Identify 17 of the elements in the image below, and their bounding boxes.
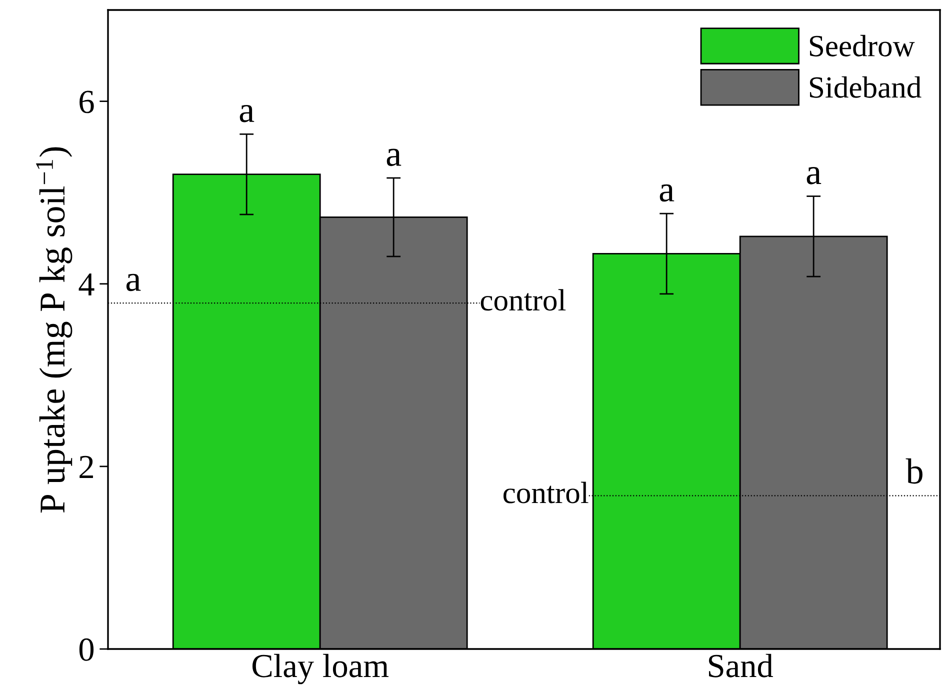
ref-line-label: control xyxy=(480,289,566,311)
legend-label: Seedrow xyxy=(810,34,915,56)
annotation: a xyxy=(126,274,141,292)
y-tick-label: 6 xyxy=(80,90,94,114)
x-tick-label: Sand xyxy=(708,654,774,678)
data-label: a xyxy=(240,104,254,122)
x-tick-label: Clay loam xyxy=(252,654,389,684)
data-label: a xyxy=(660,184,674,202)
y-tick-label: 4 xyxy=(78,273,94,296)
ref-line-label: control xyxy=(504,482,588,504)
data-label: a xyxy=(386,148,402,166)
annotation: b xyxy=(906,458,922,484)
y-tick-label: 0 xyxy=(79,638,94,661)
legend-label: Sideband xyxy=(810,76,922,98)
data-label: a xyxy=(806,167,822,184)
y-axis-title: P uptake (mg P kg soil$^{−1}$) xyxy=(36,147,72,513)
y-tick-label: 2 xyxy=(80,456,93,478)
